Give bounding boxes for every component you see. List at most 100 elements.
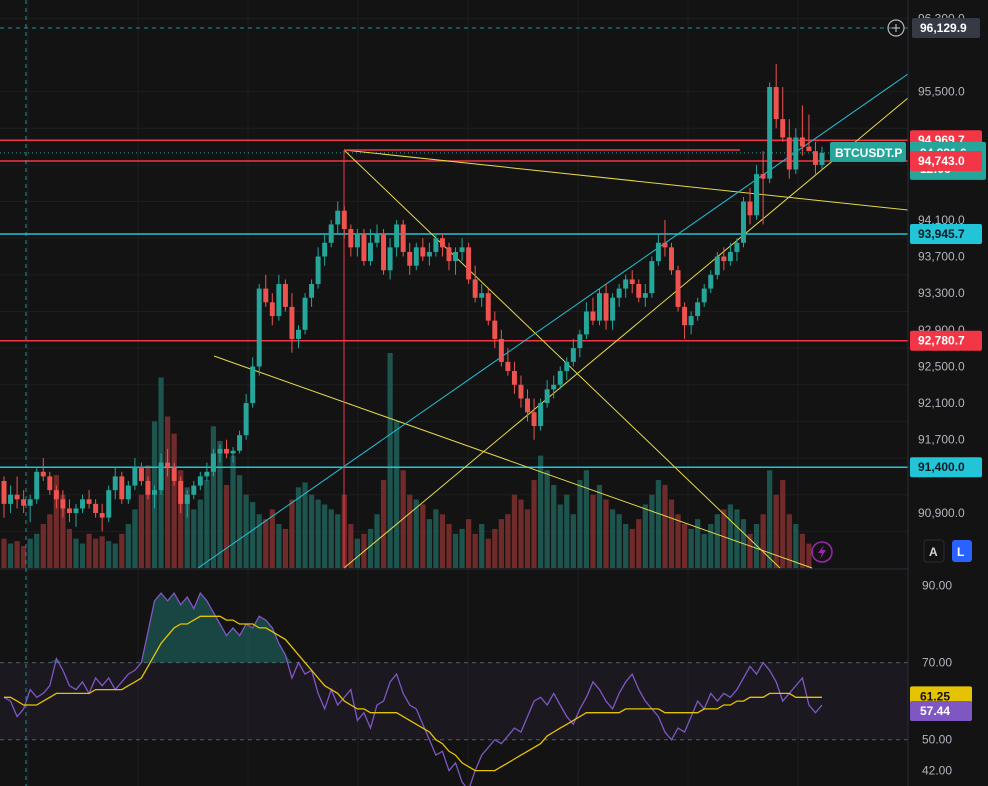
candle[interactable] [47, 471, 53, 495]
candle[interactable] [773, 64, 779, 129]
candle[interactable] [799, 105, 805, 156]
candle[interactable] [819, 146, 825, 170]
candle[interactable] [309, 279, 315, 307]
candle[interactable] [374, 224, 380, 248]
candle[interactable] [551, 375, 557, 399]
candle[interactable] [747, 187, 753, 225]
candle[interactable] [66, 499, 72, 523]
trend-line[interactable] [343, 97, 909, 569]
candle[interactable] [132, 458, 138, 491]
candle[interactable] [361, 229, 367, 266]
candle[interactable] [158, 453, 164, 495]
candle[interactable] [394, 219, 400, 257]
candle[interactable] [760, 151, 766, 225]
candle[interactable] [8, 485, 14, 514]
candle[interactable] [387, 238, 393, 280]
candle[interactable] [269, 293, 275, 326]
candle[interactable] [328, 219, 334, 248]
candle[interactable] [341, 206, 347, 239]
candle[interactable] [649, 256, 655, 298]
candle[interactable] [623, 274, 629, 298]
candle[interactable] [570, 338, 576, 367]
candle[interactable] [230, 447, 236, 463]
candle[interactable] [420, 238, 426, 262]
trend-line[interactable] [343, 149, 909, 211]
candle[interactable] [564, 357, 570, 381]
candle[interactable] [315, 247, 321, 289]
rsi-ma-line[interactable] [4, 615, 822, 772]
candle[interactable] [119, 471, 125, 504]
auto-scale-button[interactable]: A [923, 539, 945, 563]
candle[interactable] [786, 119, 792, 179]
candle[interactable] [498, 329, 504, 367]
candle[interactable] [577, 329, 583, 358]
candle[interactable] [145, 476, 151, 500]
candle[interactable] [322, 233, 328, 266]
candle[interactable] [610, 293, 616, 330]
candle[interactable] [289, 293, 295, 353]
candle[interactable] [669, 242, 674, 275]
candle[interactable] [485, 288, 491, 326]
candle[interactable] [426, 242, 432, 266]
candle[interactable] [27, 494, 33, 523]
candle[interactable] [525, 389, 531, 422]
candle[interactable] [636, 279, 642, 303]
candle[interactable] [276, 274, 282, 321]
candle[interactable] [688, 311, 694, 335]
candle[interactable] [727, 242, 733, 266]
candle[interactable] [152, 485, 157, 509]
candle[interactable] [302, 293, 308, 335]
candle[interactable] [812, 142, 818, 175]
candle[interactable] [603, 284, 609, 330]
candle[interactable] [14, 476, 20, 509]
candle[interactable] [224, 439, 229, 459]
candle[interactable] [73, 503, 79, 527]
candle[interactable] [407, 242, 413, 275]
candle[interactable] [597, 288, 602, 326]
candle[interactable] [655, 233, 661, 266]
candle[interactable] [793, 128, 799, 175]
candle[interactable] [518, 375, 524, 408]
rsi-line[interactable] [3, 591, 823, 786]
candle[interactable] [53, 485, 59, 509]
candle[interactable] [583, 302, 589, 339]
candle[interactable] [125, 480, 131, 504]
candle[interactable] [184, 490, 190, 518]
candle[interactable] [544, 380, 550, 408]
plus-circle-icon[interactable] [887, 19, 905, 37]
candle[interactable] [243, 393, 249, 440]
candle[interactable] [740, 196, 746, 248]
candle[interactable] [472, 265, 478, 303]
candle[interactable] [400, 219, 406, 257]
candle[interactable] [165, 448, 171, 477]
candle[interactable] [217, 444, 223, 463]
candle[interactable] [714, 251, 720, 280]
candle[interactable] [381, 229, 387, 275]
candle[interactable] [734, 238, 740, 262]
candle[interactable] [1, 476, 7, 518]
candle[interactable] [675, 265, 681, 312]
candle[interactable] [99, 503, 105, 532]
candle[interactable] [93, 499, 99, 518]
candle[interactable] [682, 302, 688, 339]
candle[interactable] [433, 233, 439, 257]
candle[interactable] [112, 467, 118, 500]
candle[interactable] [60, 490, 66, 518]
log-scale-button[interactable]: L [952, 540, 972, 562]
candle[interactable] [754, 164, 760, 220]
candle[interactable] [295, 325, 301, 349]
candle[interactable] [479, 284, 485, 307]
lightning-icon[interactable] [811, 541, 833, 563]
candle[interactable] [237, 430, 243, 454]
candle[interactable] [335, 201, 341, 234]
candle[interactable] [701, 284, 707, 307]
candle[interactable] [492, 311, 498, 349]
candle[interactable] [642, 284, 648, 307]
candle[interactable] [210, 448, 216, 477]
candle[interactable] [439, 233, 445, 257]
candle[interactable] [557, 366, 563, 390]
candle[interactable] [34, 467, 40, 504]
candle[interactable] [40, 458, 46, 481]
candle[interactable] [767, 82, 773, 184]
